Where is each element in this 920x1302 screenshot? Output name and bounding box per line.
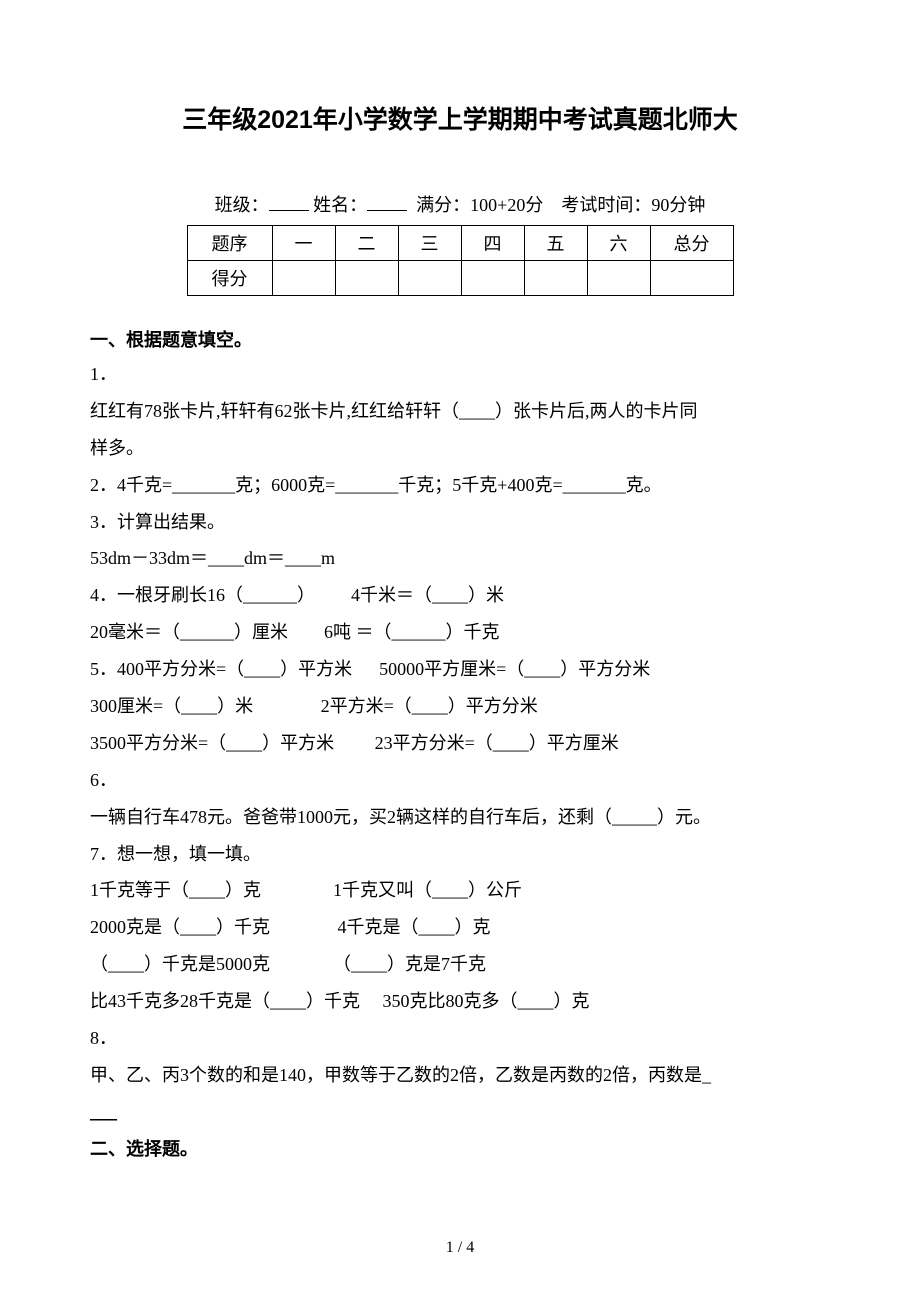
q4-b: 20毫米＝（______）厘米 6吨 ＝（______）千克 (90, 614, 830, 651)
q7-b: 2000克是（____）千克 4千克是（____）克 (90, 909, 830, 946)
table-row: 得分 (187, 261, 733, 296)
q6-line: 一辆自行车478元。爸爸带1000元，买2辆这样的自行车后，还剩（_____）元… (90, 799, 830, 836)
q5-b: 300厘米=（____）米 2平方米=（____）平方分米 (90, 688, 830, 725)
q8-num: 8． (90, 1020, 830, 1057)
q3-line: 53dm－33dm＝____dm＝____m (90, 540, 830, 577)
table-cell: 得分 (187, 261, 272, 296)
fullmark-label: 满分： (416, 195, 470, 215)
table-cell: 四 (461, 226, 524, 261)
class-blank (269, 192, 309, 211)
q5-a: 5．400平方分米=（____）平方米 50000平方厘米=（____）平方分米 (90, 651, 830, 688)
name-blank (367, 192, 407, 211)
class-label: 班级： (215, 195, 269, 215)
score-table: 题序 一 二 三 四 五 六 总分 得分 (187, 225, 734, 296)
table-cell: 总分 (650, 226, 733, 261)
q2-line: 2．4千克=_______克；6000克=_______千克；5千克+400克=… (90, 467, 830, 504)
exam-info-line: 班级： 姓名： 满分：100+20分 考试时间：90分钟 (90, 191, 830, 217)
table-row: 题序 一 二 三 四 五 六 总分 (187, 226, 733, 261)
q4-a: 4．一根牙刷长16（______） 4千米＝（____）米 (90, 577, 830, 614)
q6-num: 6． (90, 762, 830, 799)
q7-c: （____）千克是5000克 （____）克是7千克 (90, 946, 830, 983)
q5-c: 3500平方分米=（____）平方米 23平方分米=（____）平方厘米 (90, 725, 830, 762)
time-label: 考试时间： (561, 195, 651, 215)
q8-line: 甲、乙、丙3个数的和是140，甲数等于乙数的2倍，乙数是丙数的2倍，丙数是_ (90, 1057, 830, 1094)
table-cell (524, 261, 587, 296)
table-cell: 六 (587, 226, 650, 261)
table-cell (461, 261, 524, 296)
q3-head: 3．计算出结果。 (90, 504, 830, 541)
q1-line2: 样多。 (90, 430, 830, 467)
table-cell: 一 (272, 226, 335, 261)
table-cell (335, 261, 398, 296)
table-cell (398, 261, 461, 296)
table-cell (272, 261, 335, 296)
table-cell: 题序 (187, 226, 272, 261)
q1-num: 1． (90, 356, 830, 393)
table-cell: 三 (398, 226, 461, 261)
q7-d: 比43千克多28千克是（____）千克 350克比80克多（____）克 (90, 983, 830, 1020)
time-value: 90分钟 (651, 195, 705, 215)
table-cell (650, 261, 733, 296)
q1-line: 红红有78张卡片,轩轩有62张卡片,红红给轩轩（____）张卡片后,两人的卡片同 (90, 393, 830, 430)
q7-a: 1千克等于（____）克 1千克又叫（____）公斤 (90, 872, 830, 909)
table-cell: 五 (524, 226, 587, 261)
page-footer: 1 / 4 (0, 1239, 920, 1257)
section-1-title: 一、根据题意填空。 (90, 326, 830, 352)
q7-head: 7．想一想，填一填。 (90, 836, 830, 873)
exam-page: 三年级2021年小学数学上学期期中考试真题北师大 班级： 姓名： 满分：100+… (0, 0, 920, 1302)
table-cell: 二 (335, 226, 398, 261)
exam-title: 三年级2021年小学数学上学期期中考试真题北师大 (90, 100, 830, 136)
table-cell (587, 261, 650, 296)
section-2-title: 二、选择题。 (90, 1135, 830, 1161)
name-label: 姓名： (313, 195, 367, 215)
fullmark-value: 100+20分 (470, 195, 543, 215)
q8-line2: ___ (90, 1094, 830, 1131)
